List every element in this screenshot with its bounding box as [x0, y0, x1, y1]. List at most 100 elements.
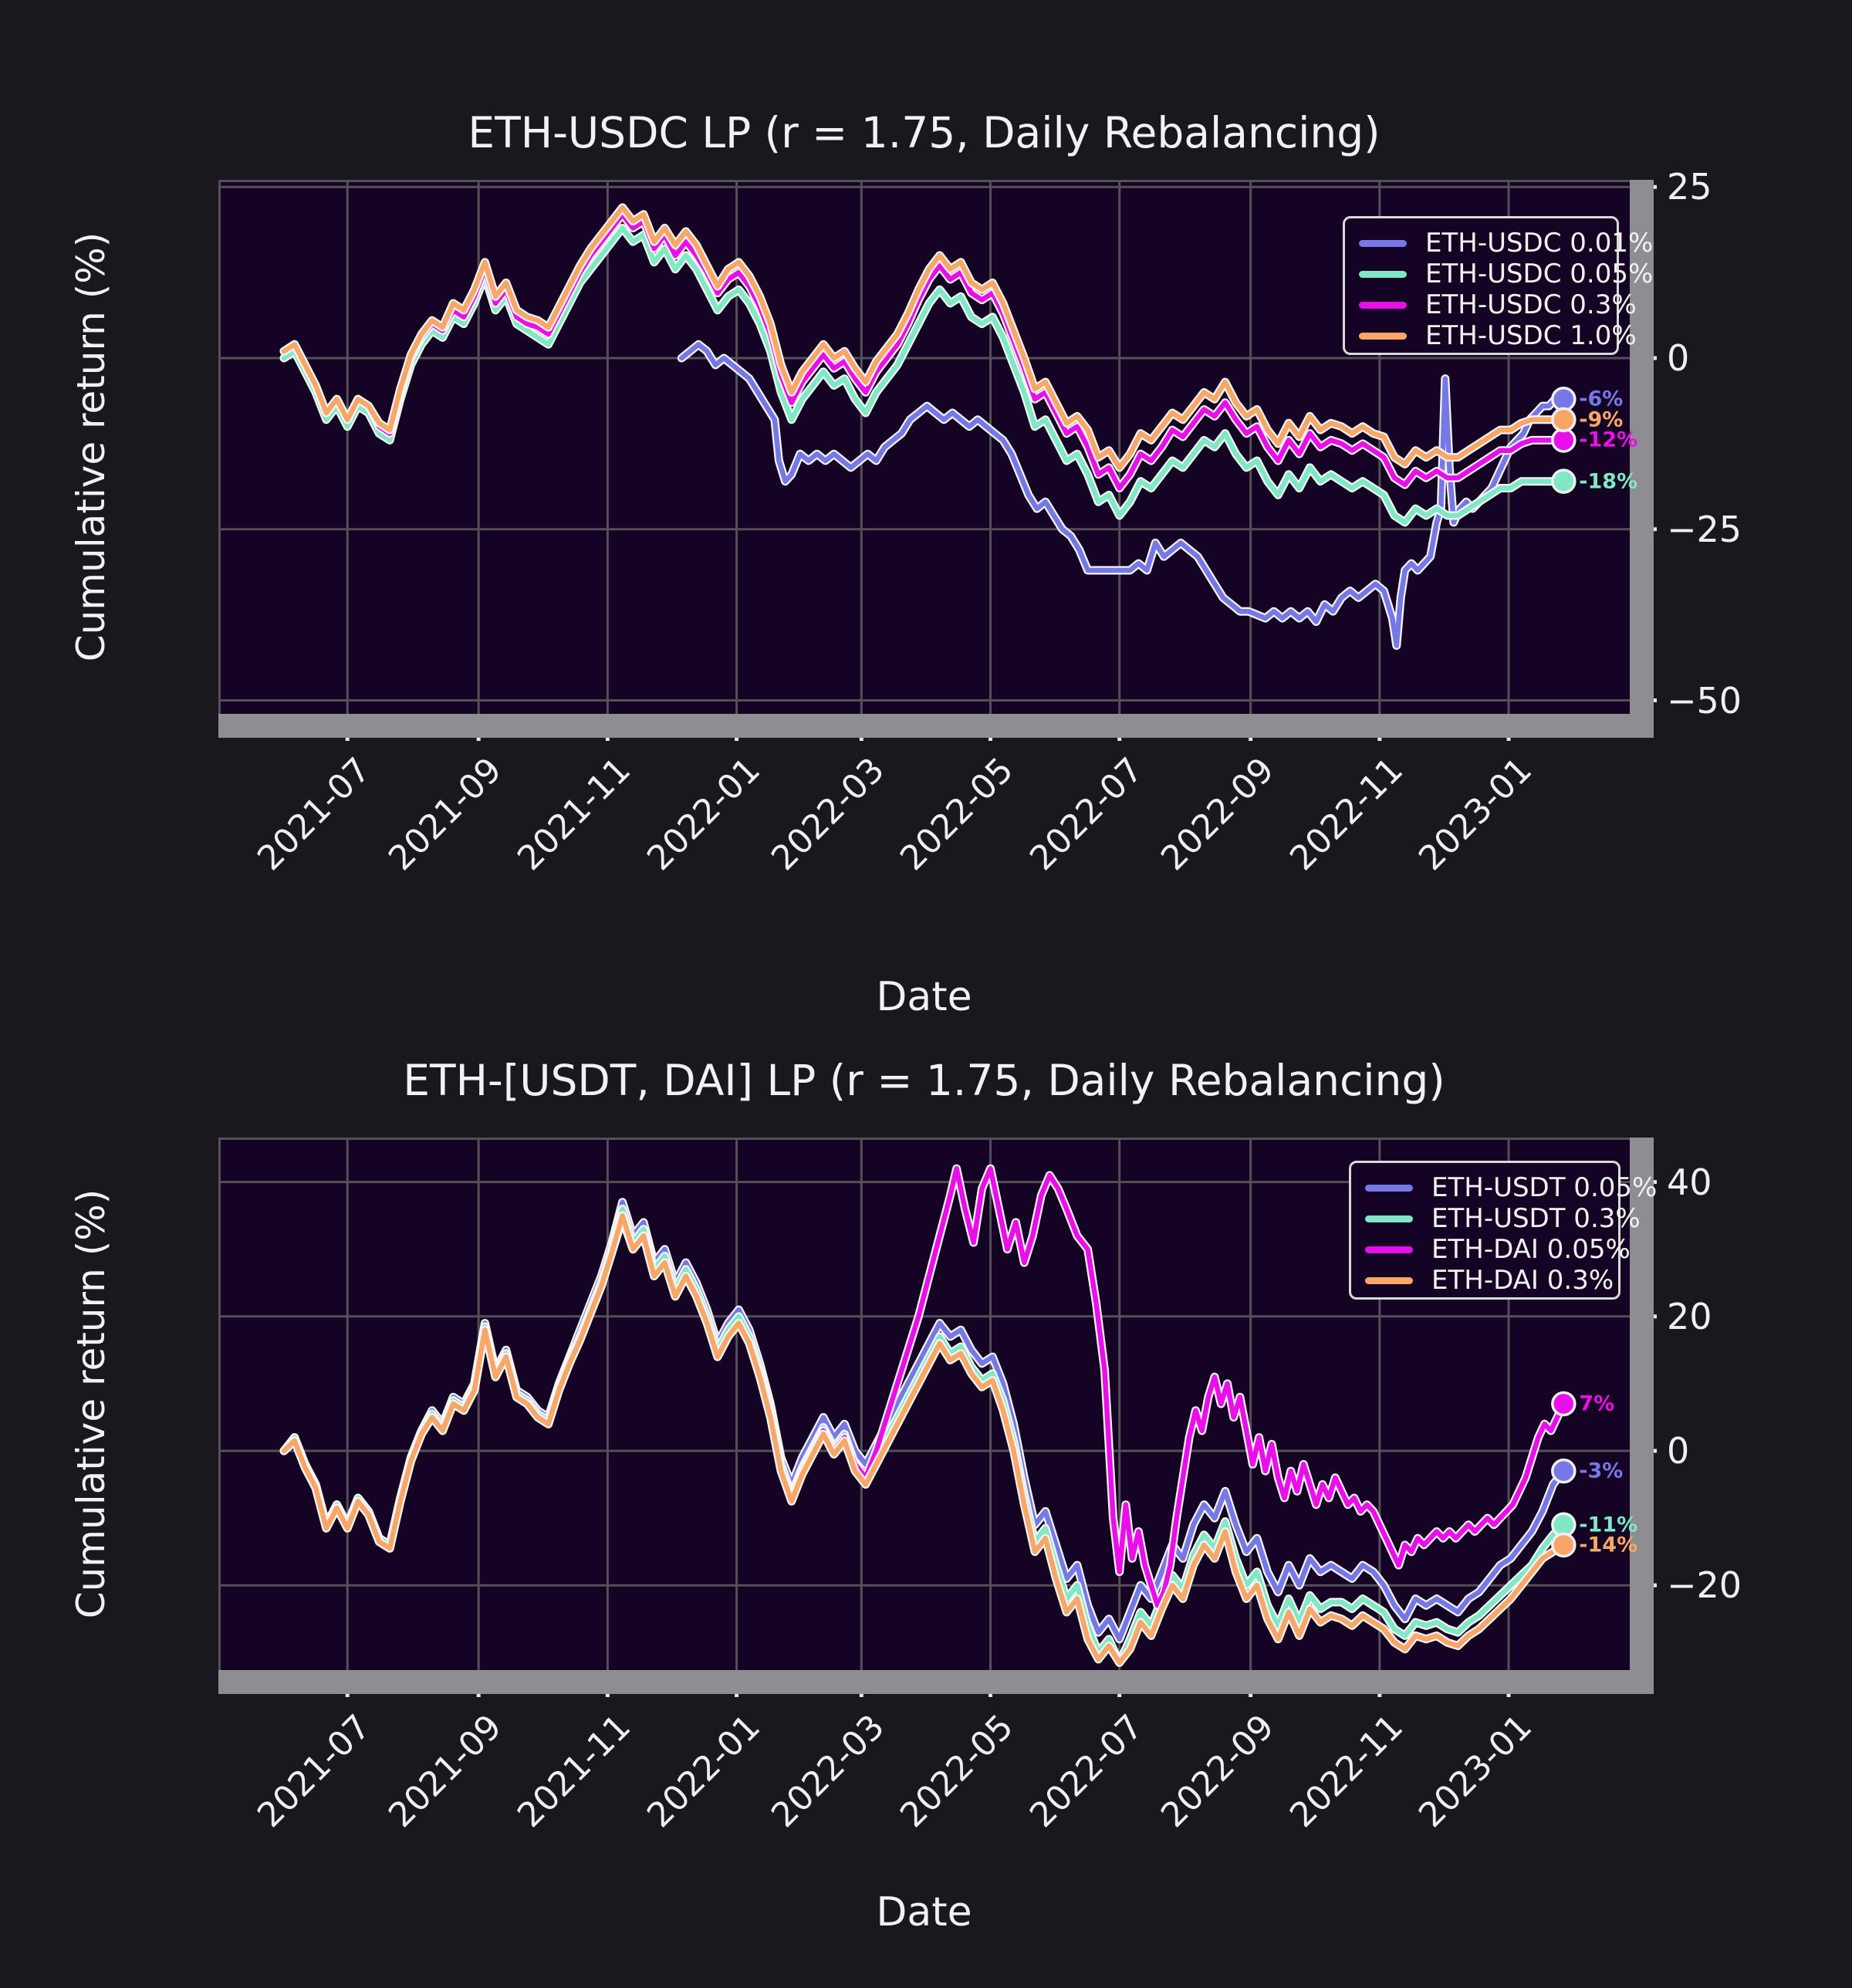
x-tick-mark: [1117, 738, 1122, 741]
legend-item: ETH-USDC 1.0%: [1359, 320, 1637, 351]
series-end-marker: [1551, 1458, 1577, 1484]
end-value-label: -12%: [1579, 428, 1638, 452]
x-tick-label: 2023-01: [1411, 1707, 1540, 1836]
y-tick-mark: [1654, 1449, 1657, 1453]
spine-right-bar: [1630, 1138, 1654, 1694]
legend-swatch-icon: [1365, 1184, 1413, 1192]
legend-swatch-icon: [1359, 301, 1407, 309]
x-tick-mark: [1506, 1694, 1511, 1697]
plot-area-bottom: [218, 1138, 1657, 1697]
legend-bottom: ETH-USDT 0.05% ETH-USDT 0.3% ETH-DAI 0.0…: [1349, 1161, 1657, 1300]
spine-bottom-bar: [218, 714, 1654, 738]
legend-top: ETH-USDC 0.01% ETH-USDC 0.05% ETH-USDC 0…: [1343, 216, 1653, 355]
y-tick-mark: [1654, 527, 1657, 532]
x-tick-label: 2022-11: [1282, 1707, 1411, 1836]
legend-swatch-icon: [1359, 270, 1407, 278]
legend-label: ETH-USDC 0.05%: [1425, 259, 1654, 289]
y-tick-label: 0: [1667, 337, 1690, 379]
legend-swatch-icon: [1365, 1246, 1413, 1253]
x-tick-mark: [1249, 738, 1253, 741]
legend-label: ETH-USDT 0.3%: [1431, 1203, 1641, 1234]
x-tick-mark: [1249, 1694, 1253, 1697]
x-tick-label: 2022-03: [764, 1707, 893, 1836]
legend-item: ETH-USDT 0.3%: [1365, 1203, 1641, 1234]
x-tick-label: 2021-11: [510, 1707, 639, 1836]
x-tick-mark: [1506, 738, 1511, 741]
x-tick-label: 2022-09: [1153, 1707, 1282, 1836]
series-line: [281, 211, 1566, 491]
x-tick-label: 2022-05: [893, 750, 1022, 879]
x-tick-label: 2022-11: [1282, 750, 1411, 879]
x-tick-mark: [988, 1694, 992, 1697]
y-tick-mark: [1654, 1180, 1657, 1185]
y-tick-mark: [1654, 1583, 1657, 1587]
x-tick-mark: [605, 1694, 610, 1697]
y-tick-label: 40: [1667, 1161, 1712, 1203]
x-tick-label: 2022-03: [764, 750, 893, 879]
end-value-label: -6%: [1579, 387, 1624, 411]
y-tick-label: 20: [1667, 1295, 1712, 1337]
x-tick-label: 2021-07: [250, 1707, 379, 1836]
y-axis-label-top: Cumulative return (%): [69, 232, 113, 662]
x-tick-label: 2022-07: [1022, 750, 1151, 879]
legend-item: ETH-USDC 0.01%: [1359, 228, 1653, 259]
x-tick-mark: [345, 738, 350, 741]
x-tick-mark: [1377, 738, 1382, 741]
legend-item: ETH-DAI 0.05%: [1365, 1234, 1631, 1265]
y-tick-label: 0: [1667, 1430, 1690, 1472]
x-tick-mark: [1377, 1694, 1382, 1697]
x-tick-mark: [476, 738, 481, 741]
series-end-marker: [1551, 1532, 1577, 1558]
x-tick-mark: [735, 738, 739, 741]
x-tick-label: 2022-07: [1022, 1707, 1151, 1836]
legend-item: ETH-USDC 0.3%: [1359, 289, 1637, 320]
spine-bottom-bar: [218, 1670, 1654, 1694]
series-end-marker: [1551, 386, 1577, 412]
legend-swatch-icon: [1359, 239, 1407, 247]
x-tick-mark: [345, 1694, 350, 1697]
series-line: [281, 1212, 1566, 1665]
series-end-marker: [1551, 428, 1577, 453]
legend-label: ETH-USDC 0.3%: [1425, 289, 1637, 320]
legend-item: ETH-DAI 0.3%: [1365, 1265, 1614, 1296]
y-tick-mark: [1654, 698, 1657, 702]
chart-title-top: ETH-USDC LP (r = 1.75, Daily Rebalancing…: [468, 108, 1381, 157]
spine-right-bar: [1630, 180, 1654, 738]
end-value-label: -11%: [1579, 1513, 1638, 1537]
x-tick-mark: [476, 1694, 481, 1697]
legend-swatch-icon: [1365, 1276, 1413, 1284]
legend-label: ETH-USDT 0.05%: [1431, 1172, 1658, 1203]
x-axis-label-top: Date: [876, 974, 972, 1020]
x-axis-label-bottom: Date: [876, 1889, 972, 1936]
x-tick-label: 2022-09: [1153, 750, 1282, 879]
y-tick-mark: [1654, 184, 1657, 189]
x-tick-label: 2021-11: [510, 750, 639, 879]
end-value-label: 7%: [1579, 1391, 1615, 1416]
x-tick-mark: [859, 738, 863, 741]
legend-label: ETH-DAI 0.3%: [1431, 1265, 1614, 1296]
x-tick-label: 2022-01: [639, 1707, 768, 1836]
legend-swatch-icon: [1365, 1215, 1413, 1222]
legend-swatch-icon: [1359, 332, 1407, 340]
series-end-marker: [1551, 407, 1577, 433]
x-tick-mark: [735, 1694, 739, 1697]
legend-label: ETH-DAI 0.05%: [1431, 1234, 1631, 1265]
series-end-marker: [1551, 1391, 1577, 1417]
series-line: [679, 342, 1566, 648]
x-tick-mark: [1117, 1694, 1122, 1697]
legend-item: ETH-USDC 0.05%: [1359, 259, 1653, 289]
series-line: [281, 205, 1566, 471]
end-value-label: -9%: [1579, 407, 1624, 432]
x-tick-mark: [988, 738, 992, 741]
y-tick-mark: [1654, 1314, 1657, 1319]
y-tick-label: 25: [1667, 166, 1712, 208]
series-end-marker: [1551, 468, 1577, 494]
legend-item: ETH-USDT 0.05%: [1365, 1172, 1657, 1203]
legend-label: ETH-USDC 0.01%: [1425, 228, 1654, 259]
x-tick-label: 2023-01: [1411, 750, 1540, 879]
x-tick-label: 2021-07: [250, 750, 379, 879]
y-tick-label: −25: [1667, 508, 1742, 550]
x-tick-label: 2022-01: [639, 750, 768, 879]
x-tick-mark: [605, 738, 610, 741]
